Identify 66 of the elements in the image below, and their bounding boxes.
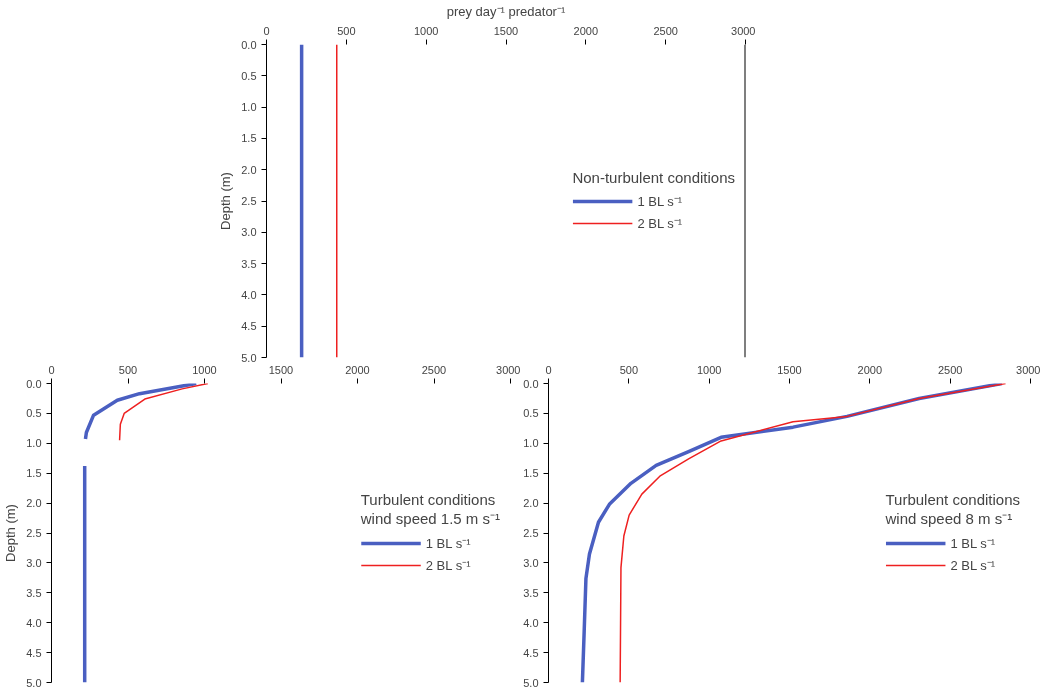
legend-label: 1 BL s⁻¹ xyxy=(950,534,996,552)
legend-label: 1 BL s⁻¹ xyxy=(425,534,471,552)
y-tick-label: 2.5 xyxy=(523,527,539,539)
x-tick-label: 2000 xyxy=(573,24,599,37)
y-tick-label: 2.0 xyxy=(523,497,539,510)
x-tick-label: 0 xyxy=(263,24,270,37)
y-tick-label: 5.0 xyxy=(241,351,257,364)
x-tick-label: 0 xyxy=(545,363,552,376)
x-tick-label: 3000 xyxy=(731,24,756,37)
legend-label: 2 BL s⁻¹ xyxy=(425,556,471,574)
x-tick-label: 2500 xyxy=(937,363,963,376)
legend-title: Turbulent conditions wind speed 1.5 m s⁻¹ xyxy=(360,490,500,528)
y-tick-label: 3.5 xyxy=(241,257,257,270)
x-tick-label: 3000 xyxy=(496,363,521,376)
y-tick-label: 4.0 xyxy=(523,616,539,629)
x-tick-label: 500 xyxy=(619,363,639,376)
y-tick-label: 4.0 xyxy=(241,288,257,301)
x-tick-label: 3000 xyxy=(1016,363,1041,376)
y-tick-label: 1.5 xyxy=(523,467,539,480)
y-tick-label: 3.5 xyxy=(523,586,539,599)
y-tick-label: 3.0 xyxy=(26,556,42,569)
y-tick-label: 5.0 xyxy=(26,676,42,687)
legend-title: Turbulent conditions wind speed 8 m s⁻¹ xyxy=(885,490,1020,528)
y-tick-label: 0.0 xyxy=(241,38,257,51)
y-tick-label: 1.0 xyxy=(241,101,257,114)
x-tick-label: 2500 xyxy=(421,363,447,376)
y-tick-label: 0.5 xyxy=(241,69,257,82)
y-tick-label: 1.5 xyxy=(241,132,257,145)
y-tick-label: 5.0 xyxy=(523,676,539,687)
x-tick-label: 500 xyxy=(118,363,138,376)
y-tick-label: 4.0 xyxy=(26,616,42,629)
y-tick-label: 3.0 xyxy=(523,556,539,569)
y-tick-label: 2.0 xyxy=(241,163,257,176)
y-tick-label: 0.5 xyxy=(523,407,539,420)
y-tick-label: 1.0 xyxy=(523,437,539,450)
legend-label: 2 BL s⁻¹ xyxy=(637,214,683,232)
y-tick-label: 1.0 xyxy=(26,437,42,450)
x-tick-label: 500 xyxy=(337,24,356,37)
x-tick-label: 0 xyxy=(48,363,55,376)
x-axis-title: prey day⁻¹ predator⁻¹ xyxy=(446,3,566,19)
x-tick-label: 2500 xyxy=(653,24,678,37)
x-tick-label: 1000 xyxy=(696,363,722,376)
y-tick-label: 3.5 xyxy=(26,586,42,599)
y-tick-label: 4.5 xyxy=(523,646,539,659)
x-tick-label: 2000 xyxy=(345,363,370,376)
y-axis-title: Depth (m) xyxy=(218,172,234,230)
legend-title: Non-turbulent conditions xyxy=(572,168,735,186)
y-tick-label: 2.0 xyxy=(26,497,42,510)
x-tick-label: 1500 xyxy=(268,363,294,376)
x-tick-label: 1500 xyxy=(777,363,802,376)
x-tick-label: 2000 xyxy=(857,363,883,376)
y-tick-label: 4.5 xyxy=(241,320,257,333)
x-tick-label: 1000 xyxy=(192,363,217,376)
y-tick-label: 0.0 xyxy=(26,377,42,390)
y-tick-label: 0.5 xyxy=(26,407,42,420)
y-tick-label: 3.0 xyxy=(241,226,257,239)
y-tick-label: 2.5 xyxy=(241,195,257,207)
legend-label: 1 BL s⁻¹ xyxy=(637,192,683,210)
y-tick-label: 0.0 xyxy=(523,377,539,390)
legend-label: 2 BL s⁻¹ xyxy=(950,556,996,574)
x-tick-label: 1500 xyxy=(493,24,519,37)
y-axis-title: Depth (m) xyxy=(3,504,19,562)
x-tick-label: 1000 xyxy=(413,24,439,37)
y-tick-label: 4.5 xyxy=(26,646,42,659)
y-tick-label: 1.5 xyxy=(26,467,42,480)
y-tick-label: 2.5 xyxy=(26,527,42,539)
